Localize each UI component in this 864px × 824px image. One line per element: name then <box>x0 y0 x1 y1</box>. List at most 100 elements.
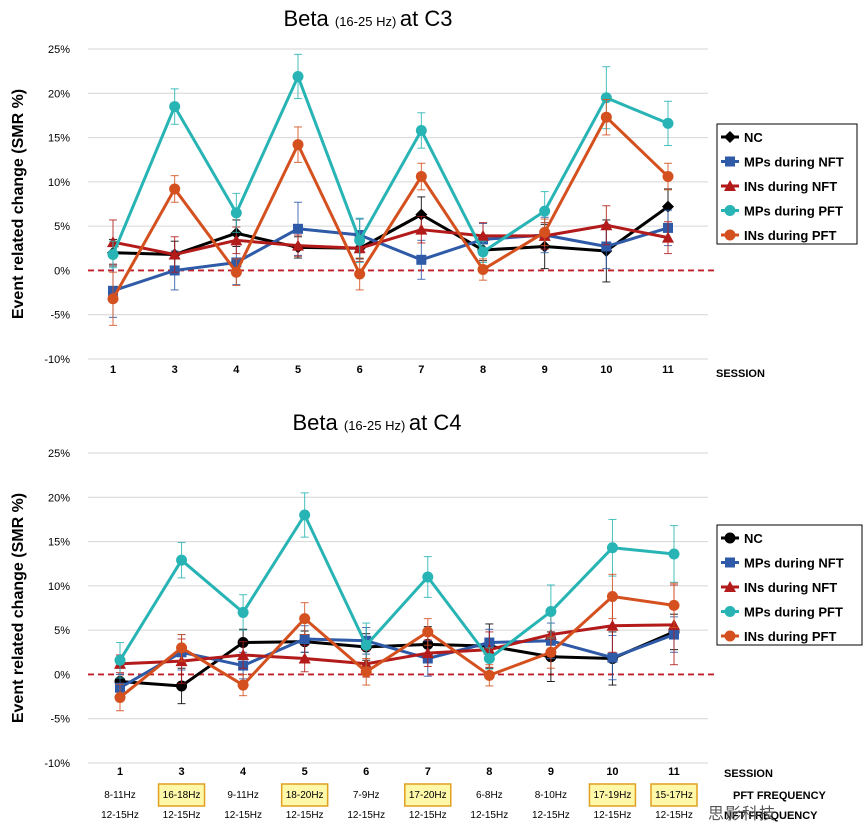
data-point <box>662 171 674 183</box>
legend-label: NC <box>744 531 763 546</box>
x-tick-label: 7 <box>418 364 424 376</box>
series-mps-during-nft <box>108 201 673 318</box>
x-tick-label: 1 <box>110 364 116 376</box>
legend-label: MPs during NFT <box>744 556 844 571</box>
x-axis-label: SESSION <box>724 768 773 780</box>
pft-frequency-label: 8-10Hz <box>535 790 567 801</box>
data-point <box>299 509 311 521</box>
legend: NC MPs during NFT INs during NFT MPs during… <box>716 524 863 646</box>
legend-label: NC <box>744 130 763 145</box>
x-tick-label: 5 <box>302 766 308 778</box>
y-tick-label: -5% <box>50 310 70 322</box>
data-point <box>477 264 489 276</box>
data-point <box>298 652 311 664</box>
series-ins-during-nft <box>107 205 674 273</box>
series-ins-during-pft <box>114 573 680 712</box>
data-point <box>415 171 427 183</box>
data-point <box>299 634 310 644</box>
data-point <box>237 679 249 691</box>
legend-label: INs during NFT <box>744 179 837 194</box>
series-line <box>112 226 669 293</box>
x-tick-label: 4 <box>233 364 240 376</box>
legend-swatch-marker <box>724 205 736 216</box>
legend: NC MPs during NFT INs during NFT MPs during… <box>716 123 858 245</box>
legend-swatch-marker <box>724 581 736 592</box>
nft-frequency-label: 12-15Hz <box>286 810 324 821</box>
nft-frequency-row-label: NFT FREQUENCY <box>724 810 818 822</box>
data-point <box>662 117 674 129</box>
y-tick-label: 10% <box>48 581 70 593</box>
data-point <box>354 268 366 280</box>
series-mps-during-pft <box>107 53 674 269</box>
data-point <box>230 234 243 246</box>
data-point <box>168 248 181 260</box>
chart-title: Beta (16-25 Hz) at C4 <box>293 410 462 435</box>
legend-swatch-marker <box>725 156 735 167</box>
pft-highlight-box <box>157 783 206 807</box>
series-line <box>119 630 675 688</box>
data-point <box>415 223 428 235</box>
y-tick-label: -10% <box>44 758 70 770</box>
data-point <box>176 554 188 566</box>
legend-swatch-marker <box>724 180 736 191</box>
data-point <box>606 590 618 602</box>
nft-frequency-label: 12-15Hz <box>224 810 262 821</box>
y-tick-label: -5% <box>50 714 70 726</box>
data-point <box>230 207 242 219</box>
pft-highlight-box <box>650 783 698 807</box>
y-tick-label: 10% <box>48 177 70 189</box>
x-tick-label: 8 <box>480 364 486 376</box>
x-tick-label: 3 <box>172 364 178 376</box>
nft-frequency-label: 12-15Hz <box>532 810 570 821</box>
chart-c3: 25% 20% 15% 10% 5% 0% -5% -10% Beta (16-25 Hz) a… <box>10 6 858 380</box>
data-point <box>545 606 557 618</box>
y-tick-label: 0% <box>54 669 70 681</box>
data-point <box>421 647 434 659</box>
data-point <box>600 92 612 104</box>
legend-swatch-marker <box>724 229 736 241</box>
nft-frequency-label: 12-15Hz <box>470 810 508 821</box>
data-point <box>169 101 181 113</box>
y-tick-label: 20% <box>48 88 70 100</box>
legend-swatch-marker <box>724 131 736 143</box>
data-point <box>415 124 427 136</box>
data-point <box>668 599 680 611</box>
data-point <box>668 548 680 560</box>
y-axis-label: Event related change (SMR %) <box>10 89 27 319</box>
x-tick-label: 10 <box>600 364 612 376</box>
nft-frequency-label: 12-15Hz <box>655 810 693 821</box>
legend-label: MPs during NFT <box>744 155 844 170</box>
legend-label: INs during PFT <box>744 228 837 243</box>
y-tick-label: 5% <box>54 625 70 637</box>
data-point <box>422 571 434 583</box>
pft-frequency-label: 15-17Hz <box>655 790 693 801</box>
series-line <box>119 594 675 699</box>
x-tick-label: 6 <box>363 766 369 778</box>
data-point <box>539 226 551 238</box>
x-tick-label: 7 <box>425 766 431 778</box>
nft-frequency-label: 12-15Hz <box>347 810 385 821</box>
y-tick-label: 25% <box>48 44 70 56</box>
data-point <box>354 234 366 246</box>
y-tick-label: 0% <box>54 265 70 277</box>
pft-frequency-label: 17-19Hz <box>594 790 632 801</box>
pft-highlight-box <box>404 783 452 807</box>
data-point <box>237 648 250 660</box>
y-axis-label: Event related change (SMR %) <box>10 493 27 723</box>
data-point <box>293 223 303 234</box>
data-point <box>545 646 557 658</box>
chart-title: Beta (16-25 Hz) at C3 <box>284 6 453 31</box>
x-tick-label: 9 <box>548 766 554 778</box>
data-point <box>114 654 126 666</box>
data-point <box>607 652 618 663</box>
legend-swatch-marker <box>724 606 736 617</box>
data-point <box>292 139 304 151</box>
legend-swatch-marker <box>725 557 735 568</box>
data-point <box>477 246 489 258</box>
x-tick-label: 8 <box>486 766 492 778</box>
data-point <box>662 231 674 243</box>
x-tick-label: 11 <box>662 364 674 376</box>
series-line <box>112 205 669 256</box>
pft-frequency-label: 16-18Hz <box>163 790 201 801</box>
y-tick-label: 25% <box>48 448 70 460</box>
